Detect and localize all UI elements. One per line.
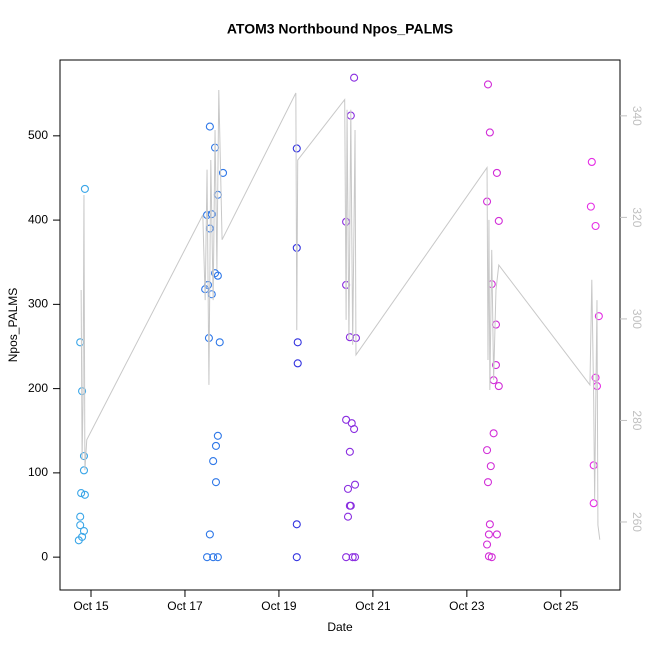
chart-title: ATOM3 Northbound Npos_PALMS <box>227 21 453 37</box>
data-point <box>211 478 221 487</box>
data-point <box>80 490 89 499</box>
data-point <box>205 122 214 131</box>
data-point <box>350 553 360 562</box>
data-point <box>213 271 222 280</box>
x-tick-label: Oct 21 <box>355 599 391 613</box>
data-point <box>213 431 222 440</box>
data-point <box>213 553 222 562</box>
data-point <box>211 441 221 450</box>
data-point <box>202 553 212 562</box>
data-point <box>342 553 351 562</box>
data-point <box>482 540 492 549</box>
data-point <box>489 429 498 438</box>
data-point <box>350 73 359 82</box>
data-point <box>345 501 354 510</box>
data-point <box>209 457 218 466</box>
x-axis-label: Date <box>327 620 353 634</box>
data-point <box>486 462 495 471</box>
plot-box <box>59 59 621 591</box>
data-point <box>79 466 89 475</box>
data-point <box>594 312 603 321</box>
data-point <box>350 480 360 489</box>
data-point <box>350 425 359 434</box>
data-point <box>343 512 353 521</box>
data-point <box>589 461 598 470</box>
y-axis-label: Npos_PALMS <box>6 288 20 362</box>
data-point <box>484 530 493 539</box>
data-point <box>345 333 354 342</box>
data-point <box>487 553 496 562</box>
data-point <box>292 144 301 153</box>
x-tick-label: Oct 23 <box>449 599 485 613</box>
data-line <box>80 89 601 540</box>
y-tick-label: 100 <box>28 465 48 479</box>
y-tick-label: 200 <box>28 381 48 395</box>
y2-tick-label: 300 <box>630 309 644 329</box>
data-point <box>210 269 220 278</box>
data-point <box>485 520 494 529</box>
x-tick-label: Oct 19 <box>261 599 297 613</box>
y2-tick-label: 320 <box>630 207 644 227</box>
data-point <box>215 338 224 347</box>
data-point <box>79 451 89 461</box>
y-tick-label: 0 <box>41 549 48 563</box>
y2-tick-label: 340 <box>630 106 644 126</box>
data-point <box>591 221 600 231</box>
data-point <box>292 553 301 562</box>
data-point <box>345 447 354 456</box>
data-point <box>293 359 302 368</box>
data-point <box>492 530 501 539</box>
data-point <box>589 499 598 508</box>
data-point <box>76 338 85 347</box>
data-point <box>482 446 492 455</box>
y-tick-label: 500 <box>28 128 48 142</box>
y-tick-label: 400 <box>28 212 48 226</box>
data-point <box>491 320 501 329</box>
y2-tick-label: 260 <box>630 512 644 532</box>
data-point <box>343 484 353 493</box>
data-point <box>485 128 494 137</box>
data-point <box>205 530 214 539</box>
data-point <box>292 520 301 529</box>
data-point <box>494 382 503 391</box>
y2-tick-label: 280 <box>630 410 644 430</box>
data-point <box>492 168 501 177</box>
data-point <box>76 521 85 530</box>
data-point <box>483 80 493 89</box>
data-point <box>74 536 83 545</box>
data-point <box>79 526 89 536</box>
data-point <box>293 338 302 347</box>
data-point <box>587 157 596 167</box>
x-tick-label: Oct 25 <box>543 599 579 613</box>
data-point <box>218 168 228 177</box>
data-point <box>586 202 595 211</box>
data-point <box>80 184 89 193</box>
data-point <box>209 553 218 562</box>
data-point <box>348 553 357 562</box>
data-point <box>494 216 503 225</box>
x-tick-label: Oct 15 <box>73 599 109 613</box>
data-point <box>77 489 86 498</box>
x-tick-label: Oct 17 <box>167 599 203 613</box>
y-tick-label: 300 <box>28 297 48 311</box>
data-point <box>483 478 493 487</box>
data-point <box>491 360 501 370</box>
data-point <box>76 512 85 521</box>
